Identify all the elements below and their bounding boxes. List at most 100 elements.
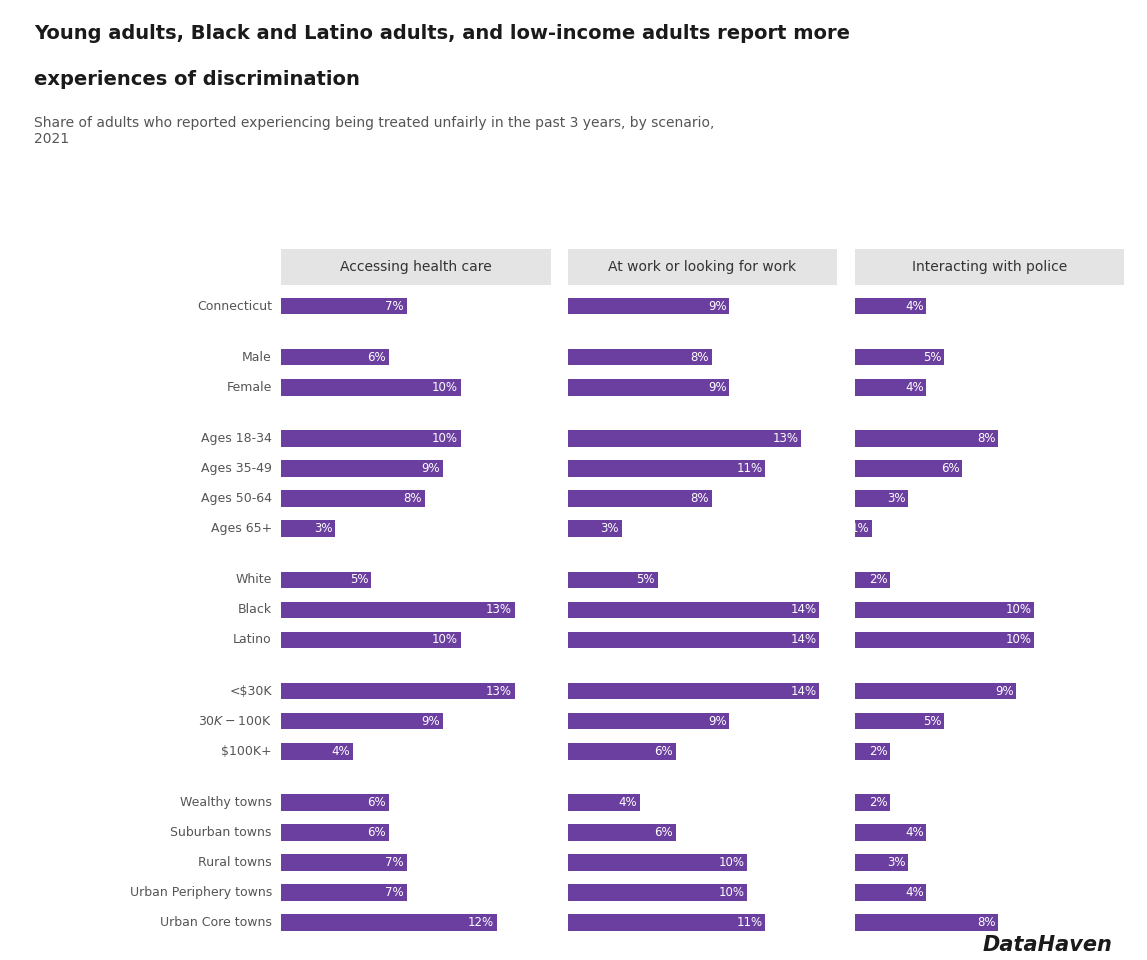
Bar — [281, 632, 461, 648]
Text: Connecticut: Connecticut — [197, 300, 272, 313]
Bar — [855, 520, 873, 537]
Bar — [855, 602, 1035, 618]
Text: 3%: 3% — [314, 522, 333, 535]
Bar — [568, 854, 748, 871]
Bar — [855, 460, 962, 477]
Bar — [855, 794, 890, 810]
Text: 5%: 5% — [637, 573, 655, 587]
Bar — [281, 298, 407, 314]
Text: Urban Core towns: Urban Core towns — [159, 916, 272, 929]
Bar — [281, 825, 389, 841]
Bar — [568, 348, 711, 366]
Text: 2%: 2% — [869, 796, 888, 809]
Text: 10%: 10% — [719, 856, 744, 869]
Bar — [281, 884, 407, 900]
Text: 8%: 8% — [977, 432, 996, 444]
Text: 4%: 4% — [618, 796, 637, 809]
Bar — [855, 825, 927, 841]
Text: 8%: 8% — [690, 350, 709, 364]
Text: 14%: 14% — [790, 634, 817, 646]
Text: 13%: 13% — [773, 432, 798, 444]
Bar — [568, 520, 622, 537]
Bar — [568, 491, 711, 507]
Text: 14%: 14% — [790, 684, 817, 698]
Text: 5%: 5% — [923, 350, 942, 364]
Bar — [281, 683, 515, 700]
Text: 14%: 14% — [790, 604, 817, 616]
Text: 10%: 10% — [432, 432, 458, 444]
Bar — [855, 491, 908, 507]
Bar — [855, 632, 1035, 648]
Text: Accessing health care: Accessing health care — [340, 260, 492, 274]
Text: 13%: 13% — [486, 604, 512, 616]
Text: 11%: 11% — [736, 916, 763, 929]
Bar — [281, 854, 407, 871]
Text: 6%: 6% — [941, 462, 960, 475]
Bar — [281, 571, 370, 588]
Bar — [281, 743, 353, 759]
Text: 11%: 11% — [736, 462, 763, 475]
Bar — [281, 460, 443, 477]
Bar — [568, 460, 765, 477]
Bar — [568, 632, 819, 648]
Text: experiences of discrimination: experiences of discrimination — [34, 70, 360, 89]
Text: 4%: 4% — [905, 381, 923, 394]
Bar — [568, 298, 729, 314]
Text: Urban Periphery towns: Urban Periphery towns — [130, 886, 272, 900]
Bar — [281, 430, 461, 446]
Bar — [281, 520, 335, 537]
Text: 9%: 9% — [708, 714, 727, 728]
Text: Rural towns: Rural towns — [198, 856, 272, 869]
Bar — [855, 298, 927, 314]
Text: 4%: 4% — [905, 300, 923, 313]
Bar — [568, 683, 819, 700]
Bar — [855, 743, 890, 759]
Bar — [281, 491, 424, 507]
Text: 4%: 4% — [331, 745, 350, 757]
Bar — [281, 348, 389, 366]
Text: 6%: 6% — [654, 745, 673, 757]
Text: 10%: 10% — [1006, 604, 1031, 616]
Bar — [568, 794, 640, 810]
Text: <$30K: <$30K — [229, 684, 272, 698]
Bar — [855, 713, 944, 730]
Text: 10%: 10% — [432, 634, 458, 646]
Text: 8%: 8% — [977, 916, 996, 929]
Text: Young adults, Black and Latino adults, and low-income adults report more: Young adults, Black and Latino adults, a… — [34, 24, 850, 43]
Bar — [855, 884, 927, 900]
Bar — [568, 884, 748, 900]
Text: Interacting with police: Interacting with police — [912, 260, 1067, 274]
Text: 10%: 10% — [1006, 634, 1031, 646]
Text: 3%: 3% — [601, 522, 619, 535]
Text: 6%: 6% — [367, 796, 387, 809]
Text: Share of adults who reported experiencing being treated unfairly in the past 3 y: Share of adults who reported experiencin… — [34, 116, 715, 146]
Text: 9%: 9% — [708, 381, 727, 394]
Bar — [855, 430, 998, 446]
Bar — [281, 602, 515, 618]
Text: Latino: Latino — [233, 634, 272, 646]
Bar — [281, 379, 461, 396]
Text: 10%: 10% — [432, 381, 458, 394]
Text: 9%: 9% — [421, 714, 440, 728]
Text: 3%: 3% — [888, 492, 906, 505]
Bar — [855, 379, 927, 396]
Text: 5%: 5% — [923, 714, 942, 728]
Text: 12%: 12% — [468, 916, 494, 929]
Text: Ages 35-49: Ages 35-49 — [201, 462, 272, 475]
Text: Suburban towns: Suburban towns — [171, 826, 272, 839]
Bar — [568, 825, 676, 841]
Text: 7%: 7% — [385, 856, 404, 869]
Text: 7%: 7% — [385, 300, 404, 313]
Text: 8%: 8% — [404, 492, 422, 505]
Bar — [855, 854, 908, 871]
Bar — [281, 915, 497, 931]
Text: Wealthy towns: Wealthy towns — [180, 796, 272, 809]
Bar — [568, 430, 802, 446]
Text: 6%: 6% — [367, 826, 387, 839]
Bar — [281, 713, 443, 730]
Text: At work or looking for work: At work or looking for work — [608, 260, 797, 274]
Text: 5%: 5% — [350, 573, 368, 587]
Bar — [281, 794, 389, 810]
Bar — [568, 379, 729, 396]
Bar — [568, 713, 729, 730]
